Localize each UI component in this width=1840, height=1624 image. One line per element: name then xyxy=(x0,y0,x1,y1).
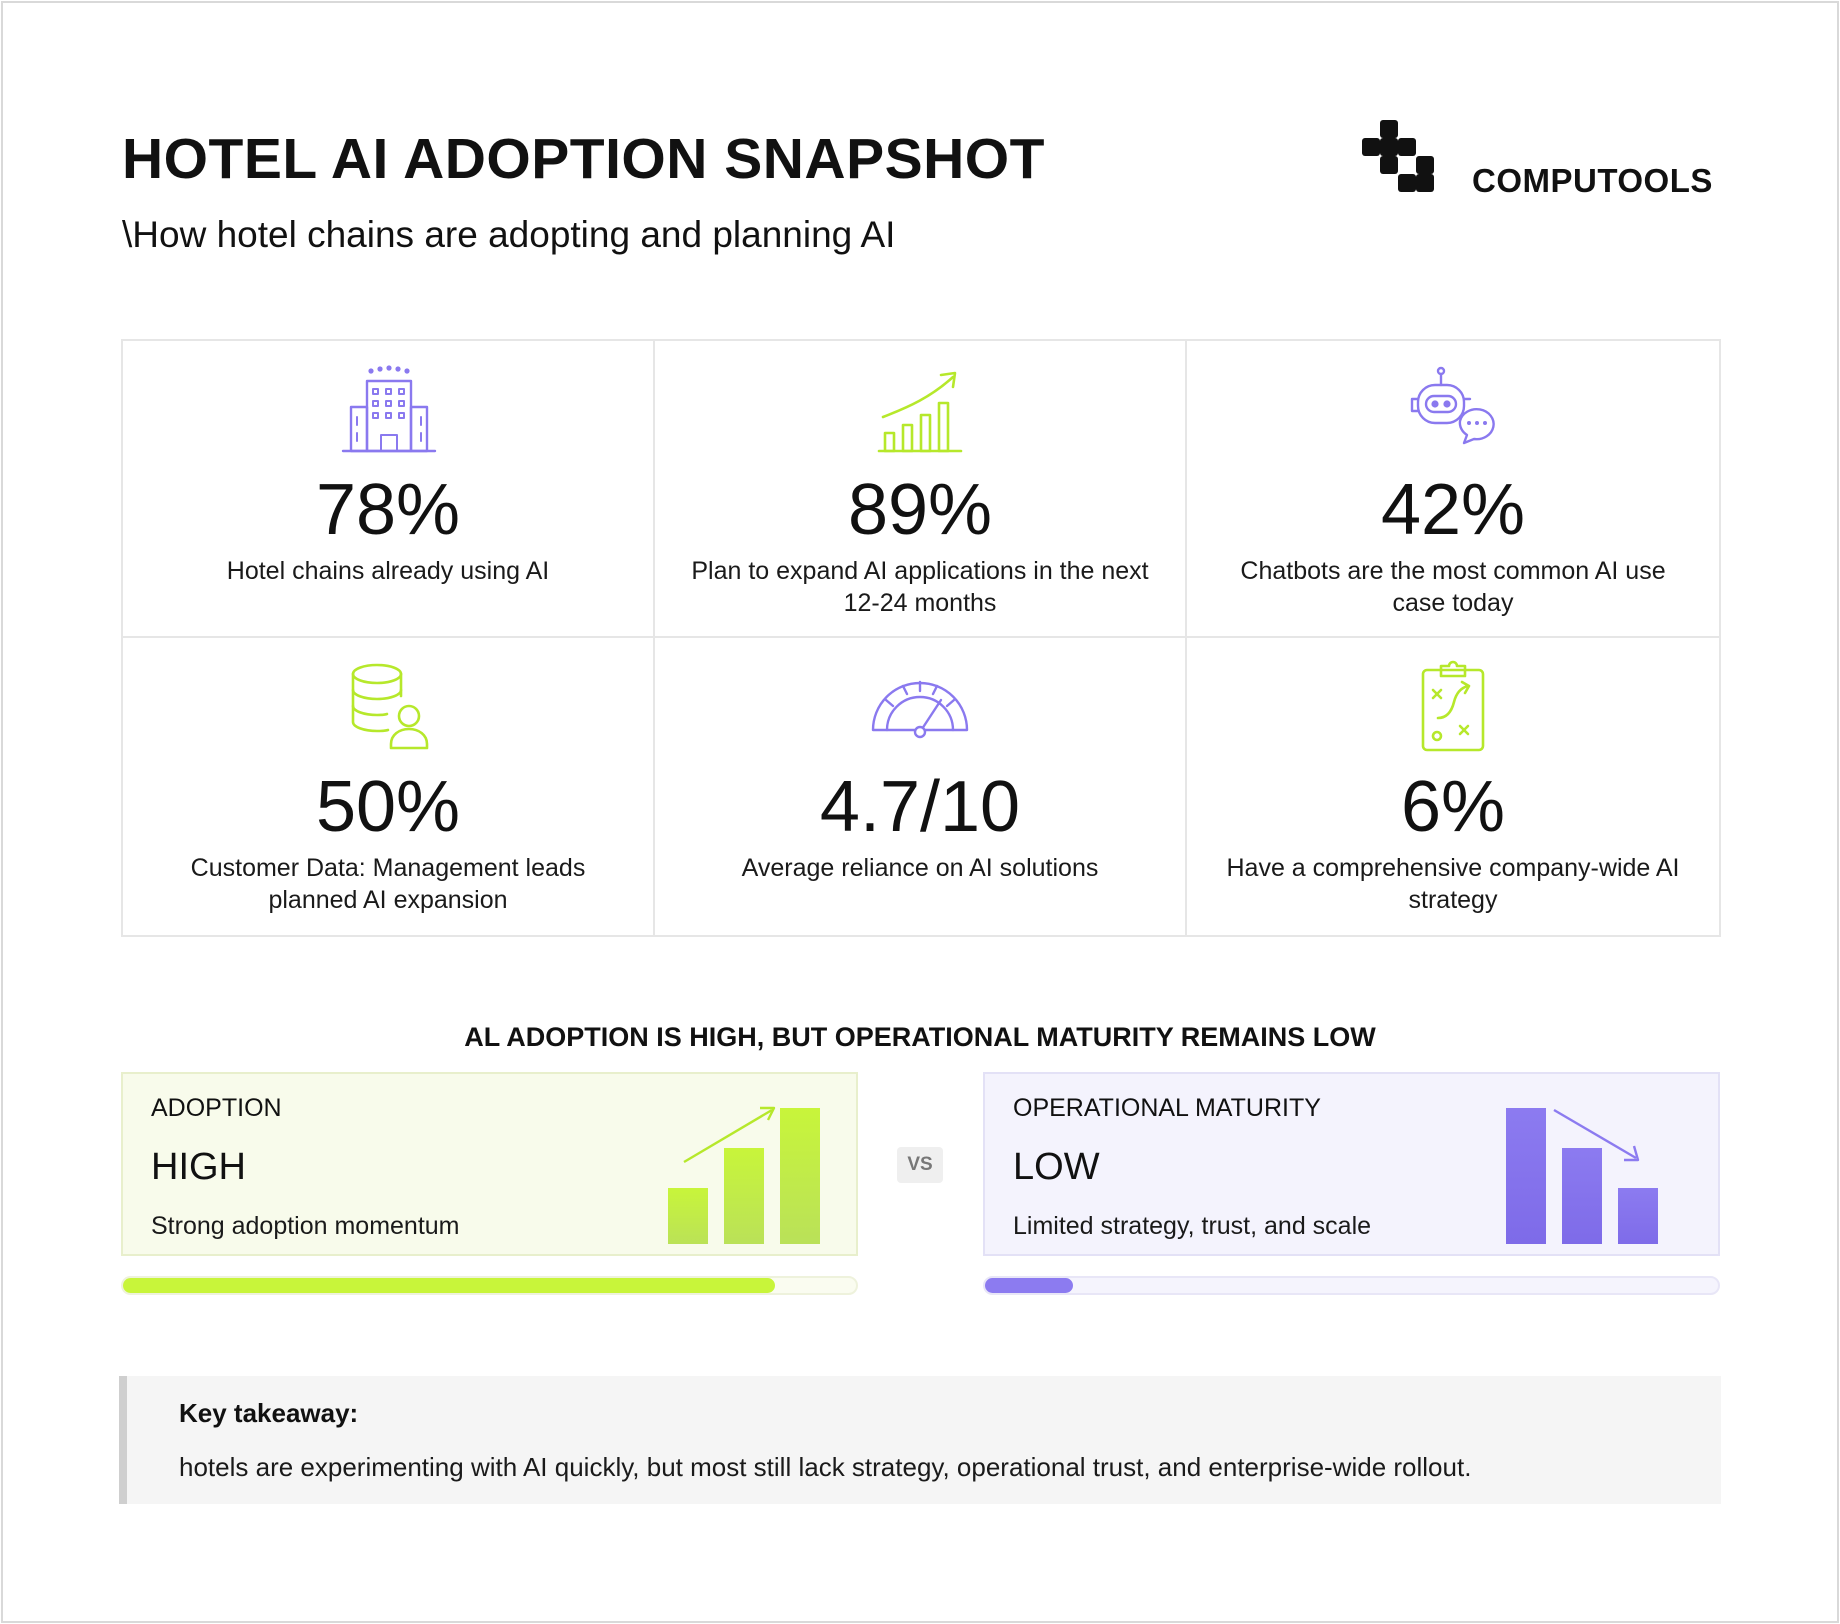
takeaway-title: Key takeaway: xyxy=(179,1398,359,1428)
stat-label: Customer Data: Management leads planned … xyxy=(190,854,586,914)
brand-logo: COMPUTOOLS xyxy=(1358,118,1724,199)
adoption-label: ADOPTION xyxy=(151,1094,282,1122)
stat-card-customer-data: 50% Customer Data: Management leads plan… xyxy=(123,638,655,935)
adoption-level: HIGH xyxy=(151,1146,246,1188)
database-user-icon xyxy=(351,663,429,750)
falling-bars-icon xyxy=(1506,1108,1658,1244)
stat-label: Chatbots are the most common AI use case… xyxy=(1240,557,1666,617)
stat-value: 50% xyxy=(315,767,461,847)
takeaway-text: hotels are experimenting with AI quickly… xyxy=(179,1452,1472,1482)
vs-badge: VS xyxy=(897,1147,943,1183)
adoption-description: Strong adoption momentum xyxy=(151,1212,460,1240)
stat-label: Plan to expand AI applications in the ne… xyxy=(691,557,1149,617)
adoption-progress-fill xyxy=(123,1278,776,1293)
stats-grid: 78% Hotel chains already using AI 89% Pl… xyxy=(121,339,1721,937)
stat-card-ai-strategy: 6% Have a comprehensive company-wide AI … xyxy=(1187,638,1719,935)
stat-value: 6% xyxy=(1400,767,1506,847)
stat-label: Have a comprehensive company-wide AI str… xyxy=(1226,854,1680,914)
stat-card-chatbots: 42% Chatbots are the most common AI use … xyxy=(1187,341,1719,638)
stat-card-hotel-chains: 78% Hotel chains already using AI xyxy=(123,341,655,638)
maturity-level: LOW xyxy=(1013,1146,1100,1188)
maturity-progress-bar xyxy=(983,1276,1720,1295)
adoption-progress-bar xyxy=(121,1276,858,1295)
strategy-clipboard-icon xyxy=(1421,660,1485,752)
maturity-label: OPERATIONAL MATURITY xyxy=(1013,1094,1321,1122)
stat-value: 89% xyxy=(847,470,993,550)
rising-bars-icon xyxy=(668,1106,820,1244)
page-subtitle: \How hotel chains are adopting and plann… xyxy=(122,214,896,255)
stat-value: 78% xyxy=(315,470,461,550)
adoption-card: ADOPTION HIGH Strong adoption momentum xyxy=(121,1072,858,1256)
brand-name: COMPUTOOLS xyxy=(1472,162,1713,199)
maturity-description: Limited strategy, trust, and scale xyxy=(1013,1212,1372,1240)
hotel-building-icon xyxy=(341,365,437,453)
growth-chart-icon xyxy=(877,371,963,453)
stat-card-expand-plans: 89% Plan to expand AI applications in th… xyxy=(655,341,1187,638)
stat-value: 42% xyxy=(1380,470,1526,550)
gauge-icon xyxy=(871,680,969,739)
stat-label: Average reliance on AI solutions xyxy=(741,854,1099,882)
key-takeaway-box: Key takeaway: hotels are experimenting w… xyxy=(119,1376,1721,1504)
stat-card-ai-reliance: 4.7/10 Average reliance on AI solutions xyxy=(655,638,1187,935)
maturity-card: OPERATIONAL MATURITY LOW Limited strateg… xyxy=(983,1072,1720,1256)
maturity-progress-fill xyxy=(985,1278,1073,1293)
stat-value: 4.7/10 xyxy=(819,767,1021,847)
chatbot-icon xyxy=(1410,366,1495,445)
page-title: HOTEL AI ADOPTION SNAPSHOT xyxy=(122,127,1045,191)
computools-logo-icon xyxy=(1362,120,1434,192)
stat-label: Hotel chains already using AI xyxy=(226,557,550,585)
comparison-title: AL ADOPTION IS HIGH, BUT OPERATIONAL MAT… xyxy=(464,1022,1376,1052)
